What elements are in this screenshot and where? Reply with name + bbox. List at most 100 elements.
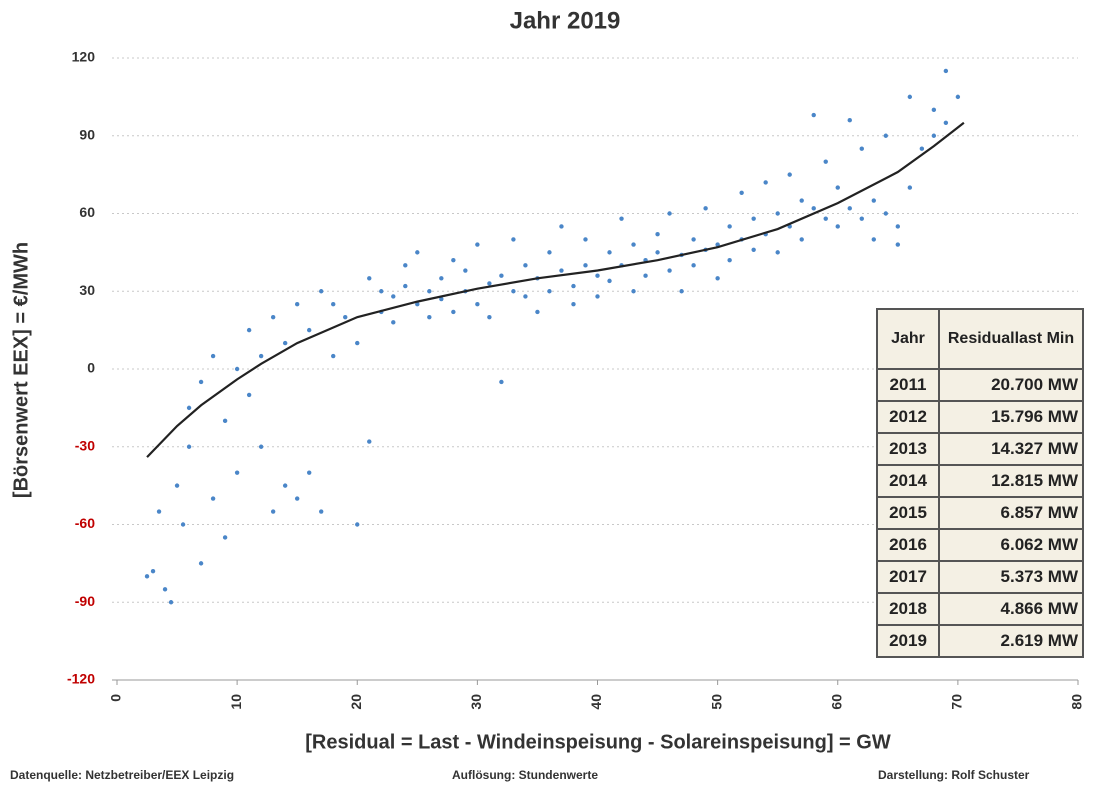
point — [883, 133, 888, 138]
point — [535, 309, 540, 315]
point — [715, 242, 720, 247]
table-cell: 2011 — [876, 368, 940, 402]
x-tick-label: 80 — [1069, 694, 1085, 710]
table-cell: 15.796 MW — [938, 400, 1084, 434]
point — [282, 483, 288, 488]
table-cell: 2019 — [876, 624, 940, 658]
point — [415, 302, 420, 307]
point — [198, 561, 204, 566]
point — [258, 444, 264, 449]
point — [523, 263, 528, 268]
point — [943, 120, 949, 125]
x-tick-label: 30 — [468, 694, 484, 710]
table-row: 2019 2.619 MW — [876, 624, 1084, 658]
point — [823, 159, 828, 164]
x-tick-label: 20 — [348, 694, 364, 710]
x-tick-label: 10 — [228, 694, 244, 710]
point — [763, 180, 768, 185]
point — [451, 309, 456, 315]
point — [751, 247, 756, 252]
x-tick-label: 40 — [588, 694, 604, 710]
y-tick-label: 0 — [87, 360, 95, 376]
footnote: Darstellung: Rolf Schuster — [878, 768, 1030, 782]
point — [691, 237, 696, 242]
point — [643, 273, 648, 278]
point — [667, 211, 672, 216]
table-cell: 5.373 MW — [938, 560, 1084, 594]
y-tick-label: 90 — [79, 126, 95, 142]
point — [427, 314, 432, 320]
table-cell: 6.857 MW — [938, 496, 1084, 530]
point — [727, 257, 732, 263]
table-cell: 2012 — [876, 400, 940, 434]
table-cell: 2017 — [876, 560, 940, 594]
point — [907, 94, 913, 100]
point — [955, 94, 961, 100]
point — [859, 146, 864, 151]
point — [559, 224, 564, 229]
point — [463, 268, 468, 273]
point — [168, 600, 174, 605]
point — [198, 379, 204, 385]
point — [835, 185, 840, 190]
point — [355, 522, 360, 527]
table-cell: 2018 — [876, 592, 940, 626]
y-tick-label: 30 — [79, 282, 95, 298]
point — [415, 250, 420, 255]
point — [331, 302, 336, 307]
point — [907, 185, 913, 190]
point — [547, 250, 552, 255]
table-cell: 2015 — [876, 496, 940, 530]
trend-line — [146, 121, 965, 458]
point — [859, 216, 864, 221]
point — [787, 172, 792, 177]
table: Jahr Residuallast Min 2011 20.700 MW 2012 15.… — [876, 308, 1084, 658]
point — [919, 146, 925, 151]
point — [186, 405, 192, 411]
table-cell: 2014 — [876, 464, 940, 498]
point — [895, 242, 901, 247]
x-tick-label: 0 — [108, 694, 124, 702]
y-tick-label: 120 — [72, 49, 96, 65]
point — [307, 470, 312, 475]
point — [571, 283, 576, 289]
table-header-cell: Residuallast Min — [938, 308, 1084, 370]
point — [811, 206, 816, 211]
table-cell: 6.062 MW — [938, 528, 1084, 562]
y-axis-label: [Börsenwert EEX] = €/MWh — [10, 242, 32, 498]
table-cell: 2013 — [876, 432, 940, 466]
point — [799, 198, 804, 203]
point — [655, 250, 660, 255]
point — [234, 470, 240, 475]
point — [403, 283, 408, 289]
x-axis-label: [Residual = Last - Windeinspeisung - Sol… — [305, 731, 891, 753]
point — [943, 68, 949, 74]
point — [282, 340, 288, 346]
point — [619, 216, 624, 221]
point — [367, 276, 372, 281]
point — [739, 190, 744, 195]
point — [631, 242, 636, 247]
point — [379, 289, 384, 294]
point — [331, 353, 336, 359]
point — [307, 327, 312, 333]
point — [144, 574, 150, 579]
point — [883, 211, 888, 216]
point — [631, 289, 636, 294]
table-cell: 2.619 MW — [938, 624, 1084, 658]
point — [871, 237, 876, 242]
point — [319, 509, 324, 514]
point — [475, 242, 480, 247]
x-tick-label: 50 — [708, 694, 724, 710]
point — [775, 211, 780, 216]
y-tick-label: -30 — [75, 437, 95, 453]
table-row: 2013 14.327 MW — [876, 432, 1084, 466]
point — [475, 302, 480, 307]
point — [607, 278, 612, 284]
chart-title: Jahr 2019 — [510, 7, 621, 34]
point — [487, 314, 492, 320]
point — [451, 257, 456, 263]
point — [583, 263, 588, 268]
point — [547, 289, 552, 294]
